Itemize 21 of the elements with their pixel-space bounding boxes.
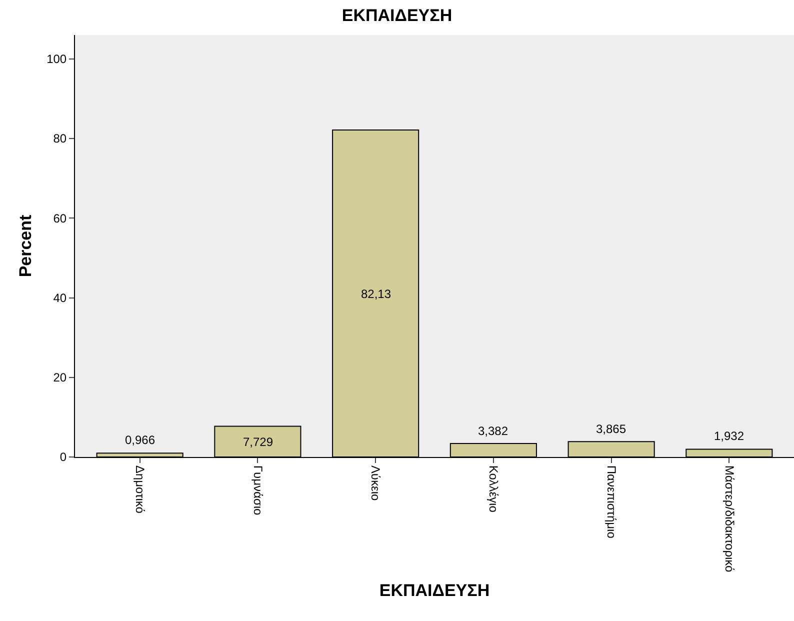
y-tick-label: 80 [53,132,67,146]
x-tick-label: Λύκειο [368,465,383,501]
x-tick-label: Γυμνάσιο [250,465,265,516]
data-label: 82,13 [361,287,392,301]
y-tick-label: 0 [60,450,67,464]
x-tick-label: Πανεπιστήμιο [604,465,618,539]
x-axis-title: ΕΚΠΑΙΔΕΥΣΗ [379,580,490,600]
x-tick-label: Μάστερ/διδακτορικό [722,465,736,573]
y-tick-label: 100 [46,52,67,66]
chart-title: ΕΚΠΑΙΔΕΥΣΗ [342,6,452,26]
data-label: 7,729 [243,435,274,449]
y-tick-label: 40 [53,290,67,305]
data-label: 3,382 [478,424,508,438]
data-label: 0,966 [125,433,156,447]
y-tick-label: 20 [53,370,67,385]
x-tick-label: Κολλέγιο [486,465,501,513]
data-label: 1,932 [714,429,744,443]
data-label: 3,865 [596,422,626,436]
y-tick-label: 60 [53,211,67,226]
y-axis-title: Percent [16,214,36,278]
x-tick-label: Δημοτικό [132,465,147,514]
